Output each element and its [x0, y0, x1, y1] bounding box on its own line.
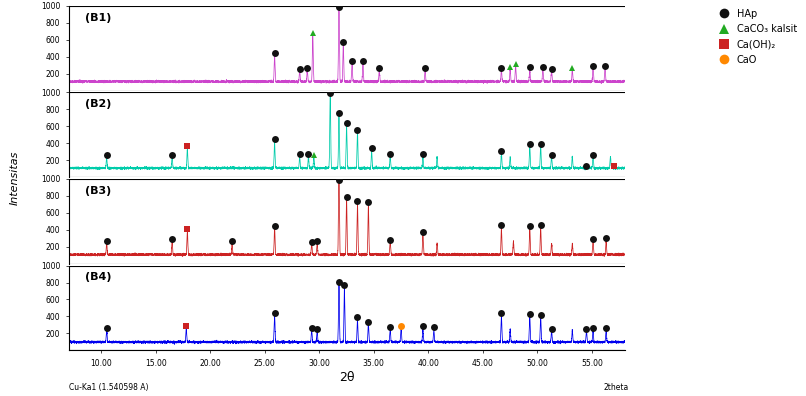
- Text: (B4): (B4): [85, 272, 112, 282]
- Text: (B2): (B2): [85, 99, 111, 109]
- Text: Intensitas: Intensitas: [10, 151, 19, 206]
- Text: (B1): (B1): [85, 13, 111, 23]
- Text: 2theta: 2theta: [604, 383, 629, 392]
- Legend: HAp, CaCO₃ kalsit, Ca(OH)₂, CaO: HAp, CaCO₃ kalsit, Ca(OH)₂, CaO: [714, 9, 797, 65]
- X-axis label: 2θ: 2θ: [339, 371, 355, 384]
- Text: Cu-Ka1 (1.540598 A): Cu-Ka1 (1.540598 A): [69, 383, 148, 392]
- Text: (B3): (B3): [85, 186, 111, 196]
